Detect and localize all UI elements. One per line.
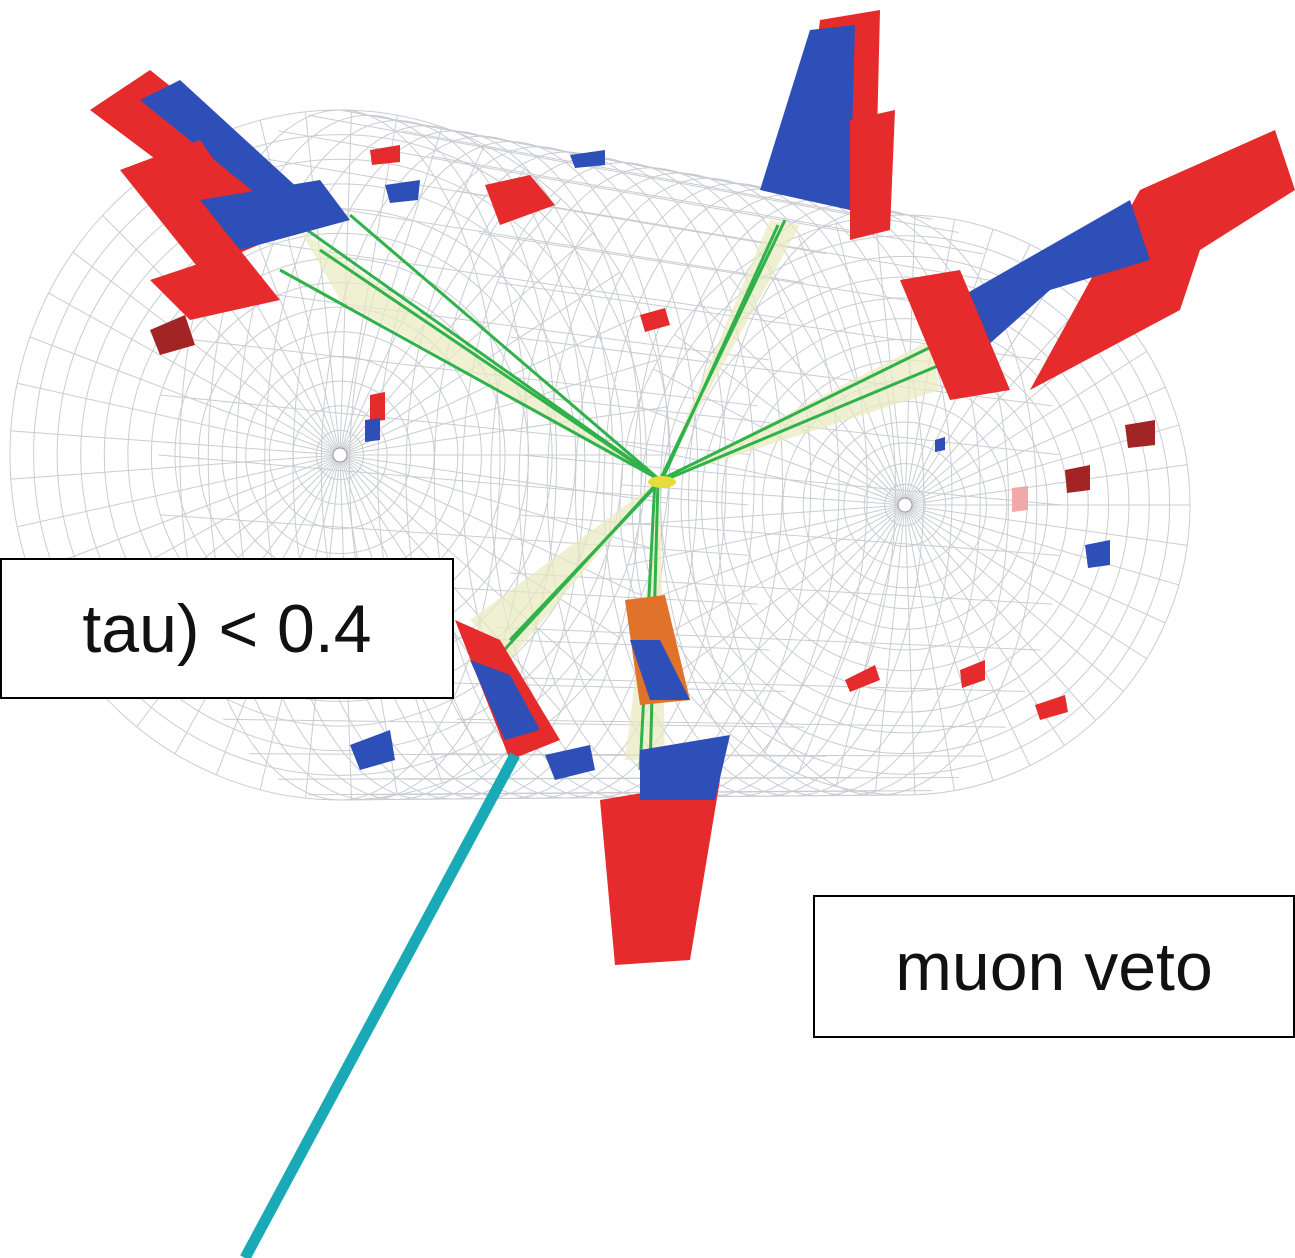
tower: [385, 180, 420, 203]
tower: [350, 730, 395, 770]
wire: [905, 505, 1187, 545]
wire: [836, 505, 905, 786]
tower: [1085, 540, 1110, 568]
tower: [845, 665, 880, 692]
annotation-box: muon veto: [813, 895, 1295, 1038]
tower: [150, 250, 280, 320]
wire: [340, 455, 667, 503]
wire: [340, 407, 667, 455]
tower: [545, 745, 595, 780]
tower: [760, 25, 855, 210]
tower: [1012, 486, 1028, 512]
tower: [1035, 695, 1068, 720]
wire: [905, 505, 1147, 659]
vertex: [648, 476, 676, 488]
wire: [333, 448, 347, 462]
tower: [640, 308, 670, 332]
tower: [600, 780, 720, 965]
wire: [905, 505, 993, 781]
annotation-box: tau) < 0.4: [0, 558, 454, 699]
muon-track: [245, 755, 515, 1258]
tower: [370, 392, 385, 422]
wire: [905, 465, 1187, 505]
tower: [365, 418, 380, 442]
annotation: tau) < 0.4: [82, 590, 371, 668]
wire: [898, 498, 912, 512]
tower: [150, 315, 195, 355]
wire: [905, 505, 1123, 691]
tower: [850, 110, 895, 240]
wire: [798, 505, 905, 774]
tower: [1065, 465, 1090, 493]
wire: [730, 505, 905, 734]
page: {"labels": ["tau) < 0.4", "muon veto"]}: [0, 0, 1295, 1258]
annotation: muon veto: [895, 928, 1213, 1006]
energy-towers: [90, 10, 1295, 965]
tower: [1125, 420, 1155, 448]
tower: [960, 660, 985, 688]
